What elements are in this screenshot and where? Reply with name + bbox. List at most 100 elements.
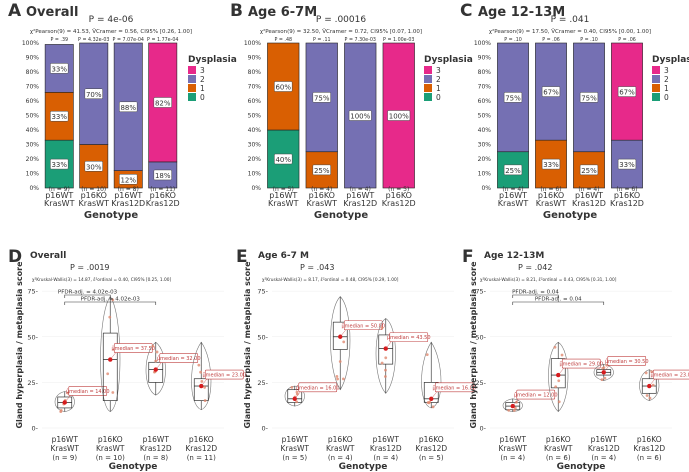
data-point xyxy=(512,409,516,412)
data-point xyxy=(384,368,387,372)
data-point xyxy=(507,408,511,412)
n-label: (n = 9) xyxy=(49,186,70,193)
significance-bracket xyxy=(64,301,157,305)
data-point xyxy=(557,379,561,383)
x-tick-genotype-line1: p16WT xyxy=(591,435,618,444)
data-point xyxy=(200,380,204,383)
data-label-box xyxy=(119,174,138,185)
box xyxy=(550,358,566,389)
data-label: 33% xyxy=(543,161,559,169)
median-label: μ̂median = 32.00 xyxy=(157,356,201,362)
x-tick-genotype-line2: KrasWT xyxy=(307,199,338,208)
y-tick-label: 10% xyxy=(26,171,40,178)
p-value: P = 4e-06 xyxy=(89,15,134,25)
data-point xyxy=(151,344,155,348)
x-tick-genotype-line1: p16WT xyxy=(269,191,297,200)
data-point xyxy=(644,371,648,375)
data-point xyxy=(603,376,607,380)
data-point xyxy=(425,353,429,357)
y-tick-label: 100% xyxy=(22,40,39,47)
x-tick-genotype-line1: p16KO xyxy=(309,191,335,200)
data-point xyxy=(384,356,388,360)
x-axis-title: Genotype xyxy=(557,462,606,472)
legend-label: 0 xyxy=(200,93,205,102)
y-tick-label: 60% xyxy=(26,98,40,105)
n-label: (n = 4) xyxy=(328,454,353,462)
x-tick-genotype-line2: Kras12D xyxy=(382,199,416,208)
x-axis-title: Genotype xyxy=(339,462,388,472)
y-tick-label: 25- xyxy=(257,379,268,387)
n-label: (n = 4) xyxy=(578,186,599,193)
data-point xyxy=(335,375,339,378)
data-point xyxy=(199,370,202,374)
data-point xyxy=(513,406,517,410)
x-axis-title: Genotype xyxy=(314,210,368,221)
panel-b: B Age 6-7MP = .00016 χ²Pearson(9) = 32.50,… xyxy=(230,1,473,221)
x-tick-genotype-line1: p16WT xyxy=(282,435,309,444)
median-label: μ̂median = 29.00 xyxy=(559,362,603,368)
box xyxy=(423,382,439,403)
data-point xyxy=(380,361,384,365)
x-tick-genotype-line2: Kras12D xyxy=(588,444,620,453)
legend-label: 0 xyxy=(664,93,669,102)
y-axis-title: Gland hyperplasia / metaplasia score xyxy=(15,261,24,429)
y-tick-label: 50% xyxy=(478,113,492,120)
legend-title: Dysplasia xyxy=(424,55,473,65)
legend-label: 2 xyxy=(436,75,441,84)
median-label-box xyxy=(389,332,429,342)
data-label: 33% xyxy=(51,161,67,169)
legend-title: Dysplasia xyxy=(188,55,237,65)
x-tick-genotype-line2: KrasWT xyxy=(544,444,573,453)
median-label: μ̂median = 23.00 xyxy=(202,373,246,379)
median-label: μ̂median = 23.00 xyxy=(650,373,689,379)
significance-bracket xyxy=(64,294,111,298)
n-label: (n = 4) xyxy=(311,186,332,193)
n-label: (n = 8) xyxy=(118,186,139,193)
data-point xyxy=(560,353,564,357)
bar-segment xyxy=(267,129,300,189)
x-tick-genotype-line1: p16WT xyxy=(499,191,527,200)
median-label-box xyxy=(516,389,556,400)
y-tick-label: 70% xyxy=(248,84,262,91)
legend-label: 3 xyxy=(664,66,669,75)
box xyxy=(102,332,118,401)
x-tick-genotype-line1: p16KO xyxy=(81,191,107,200)
data-label: 33% xyxy=(51,113,67,121)
x-tick-genotype-line1: p16KO xyxy=(546,435,571,444)
x-tick-genotype-line2: Kras12D xyxy=(415,444,447,453)
data-label: 30% xyxy=(86,163,102,171)
x-tick-genotype-line2: Kras12D xyxy=(343,199,377,208)
x-tick-genotype-line2: KrasWT xyxy=(326,444,355,453)
x-tick-genotype-line2: KrasWT xyxy=(536,199,567,208)
legend-label: 3 xyxy=(200,66,205,75)
data-label-box xyxy=(119,101,138,113)
y-tick-label: 0% xyxy=(251,185,261,192)
legend-label: 3 xyxy=(436,66,441,75)
n-label: (n = 4) xyxy=(500,454,525,462)
y-tick-label: 90% xyxy=(26,55,40,62)
y-tick-label: 25- xyxy=(27,379,38,387)
median-label: μ̂median = 50.00 xyxy=(341,323,385,329)
data-label-box xyxy=(541,86,561,97)
data-label: 25% xyxy=(581,167,597,175)
data-label: 67% xyxy=(543,89,559,97)
data-point xyxy=(431,405,435,409)
data-label: 18% xyxy=(155,172,171,180)
data-label: 33% xyxy=(51,65,67,73)
median-label-box xyxy=(68,386,108,396)
data-label-box xyxy=(50,110,69,122)
data-point xyxy=(650,370,654,374)
n-label: (n = 6) xyxy=(540,186,561,193)
box xyxy=(287,389,303,403)
data-point xyxy=(380,326,384,330)
data-point xyxy=(197,363,201,367)
median-label: μ̂median = 16.00 xyxy=(296,385,340,391)
data-label: 100% xyxy=(350,113,370,121)
p-value: P = .042 xyxy=(518,263,552,272)
x-tick-genotype-line2: Kras12D xyxy=(370,444,402,453)
x-tick-genotype-line1: p16WT xyxy=(575,191,603,200)
prop-test-label: P = 1.77e-04 xyxy=(147,37,178,43)
y-tick-label: 75- xyxy=(27,288,38,296)
median-label-box xyxy=(113,343,153,353)
data-point xyxy=(384,375,387,378)
